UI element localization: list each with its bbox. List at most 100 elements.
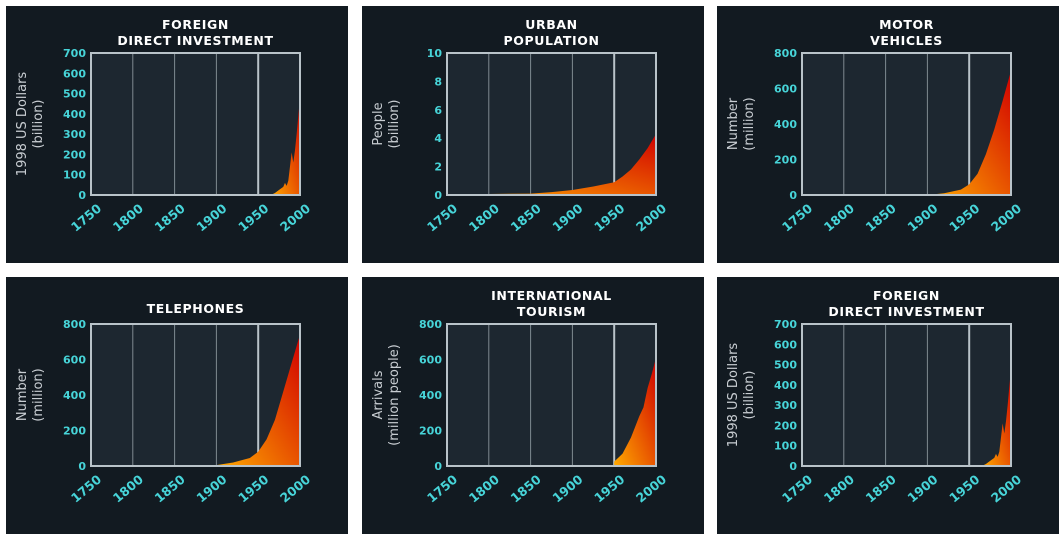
x-tick-label: 1950 — [591, 200, 628, 234]
y-tick-label: 400 — [774, 118, 797, 131]
y-tick-label: 0 — [789, 189, 797, 202]
y-tick-label: 200 — [419, 425, 442, 438]
y-tick-label: 4 — [434, 132, 442, 145]
y-axis-label-line: Number — [15, 368, 30, 421]
x-tick-label: 2000 — [277, 471, 314, 505]
area-series — [614, 357, 656, 466]
y-tick-label: 0 — [434, 460, 442, 473]
y-axis-label-line: 1998 US Dollars — [726, 343, 741, 448]
y-tick-label: 8 — [434, 75, 442, 88]
area-series — [981, 368, 1011, 466]
chart-title-line: INTERNATIONAL — [491, 288, 612, 303]
y-tick-label: 500 — [774, 359, 797, 372]
x-tick-label: 2000 — [633, 471, 670, 505]
chart-title-line: DIRECT INVESTMENT — [828, 304, 984, 319]
y-tick-label: 10 — [427, 47, 443, 60]
x-tick-label: 1800 — [466, 471, 503, 505]
plot-frame — [801, 323, 1012, 467]
y-tick-label: 0 — [434, 189, 442, 202]
x-tick-label: 1900 — [549, 471, 586, 505]
x-tick-label: 2000 — [277, 200, 314, 234]
x-tick-label: 1800 — [821, 200, 858, 234]
x-tick-label: 1850 — [508, 200, 545, 234]
y-axis-label-line: (million) — [742, 97, 757, 150]
chart-title-line: TELEPHONES — [147, 301, 245, 316]
y-tick-label: 800 — [419, 318, 442, 331]
y-tick-label: 200 — [63, 148, 86, 161]
y-axis-label-line: 1998 US Dollars — [15, 72, 30, 177]
y-axis-label-line: People — [371, 102, 386, 145]
chart-title-line: VEHICLES — [870, 33, 943, 48]
plot-frame — [446, 52, 657, 196]
y-axis-label-line: (billion) — [387, 99, 402, 148]
x-tick-label: 1750 — [779, 200, 816, 234]
x-tick-label: 1950 — [946, 200, 983, 234]
x-tick-label: 1750 — [424, 200, 461, 234]
y-tick-label: 600 — [419, 354, 442, 367]
x-tick-label: 1850 — [152, 200, 189, 234]
y-tick-label: 600 — [774, 338, 797, 351]
y-axis-label-line: (million) — [31, 368, 46, 421]
y-tick-label: 600 — [774, 83, 797, 96]
x-tick-label: 1800 — [821, 471, 858, 505]
x-tick-label: 1800 — [110, 200, 147, 234]
chart-title-line: FOREIGN — [873, 288, 940, 303]
area-series — [447, 133, 656, 195]
x-tick-label: 1750 — [68, 200, 105, 234]
area-series — [216, 334, 300, 466]
chart-panel-3: 0 200 400 600 800 1750 1800 1850 1900 1950 2000 MOT… — [717, 6, 1059, 263]
x-tick-label: 2000 — [988, 200, 1025, 234]
y-tick-label: 400 — [419, 389, 442, 402]
x-tick-label: 1850 — [863, 200, 900, 234]
y-tick-label: 200 — [774, 419, 797, 432]
chart-panel-2: 0 2 4 6 8 10 1750 1800 1850 1900 1950 2000 URBAN POPU… — [362, 6, 704, 263]
plot-area — [447, 53, 656, 195]
area-series — [927, 70, 1011, 195]
y-tick-label: 0 — [78, 189, 86, 202]
y-tick-label: 100 — [774, 440, 797, 453]
x-tick-label: 2000 — [633, 200, 670, 234]
y-tick-label: 600 — [63, 354, 86, 367]
x-tick-label: 2000 — [988, 471, 1025, 505]
x-tick-label: 1950 — [591, 471, 628, 505]
y-tick-label: 0 — [789, 460, 797, 473]
x-tick-label: 1850 — [863, 471, 900, 505]
y-tick-label: 100 — [63, 169, 86, 182]
y-tick-label: 200 — [63, 425, 86, 438]
chart-title-line: DIRECT INVESTMENT — [117, 33, 273, 48]
plot-frame — [90, 52, 301, 196]
x-tick-label: 1800 — [466, 200, 503, 234]
y-axis-label-line: Arrivals — [371, 370, 386, 419]
y-tick-label: 400 — [63, 389, 86, 402]
chart-panel-5: 0 200 400 600 800 1750 1800 1850 1900 1950 2000 INT… — [362, 277, 704, 534]
plot-area — [91, 53, 300, 195]
chart-svg: 0 200 400 600 800 1750 1800 1850 1900 1950 2000 TEL… — [15, 301, 314, 505]
chart-title-line: MOTOR — [879, 17, 934, 32]
chart-title-line: POPULATION — [503, 33, 599, 48]
x-tick-label: 1800 — [110, 471, 147, 505]
y-axis-label-line: (million people) — [387, 344, 402, 446]
y-tick-label: 800 — [774, 47, 797, 60]
chart-title-line: TOURISM — [517, 304, 586, 319]
chart-title-line: URBAN — [525, 17, 577, 32]
y-tick-label: 0 — [78, 460, 86, 473]
y-tick-label: 600 — [63, 67, 86, 80]
y-tick-label: 2 — [434, 161, 442, 174]
x-tick-label: 1850 — [152, 471, 189, 505]
chart-svg: 0 200 400 600 800 1750 1800 1850 1900 1950 2000 MOT… — [726, 17, 1025, 234]
y-tick-label: 500 — [63, 88, 86, 101]
x-tick-label: 1850 — [508, 471, 545, 505]
x-tick-label: 1750 — [424, 471, 461, 505]
y-tick-label: 200 — [774, 154, 797, 167]
chart-panel-4: 0 200 400 600 800 1750 1800 1850 1900 1950 2000 TEL… — [6, 277, 348, 534]
plot-frame — [446, 323, 657, 467]
plot-area — [802, 53, 1011, 195]
chart-title-line: FOREIGN — [162, 17, 229, 32]
x-tick-label: 1950 — [235, 471, 272, 505]
y-tick-label: 300 — [774, 399, 797, 412]
x-tick-label: 1900 — [904, 200, 941, 234]
y-axis-label-line: Number — [726, 97, 741, 150]
